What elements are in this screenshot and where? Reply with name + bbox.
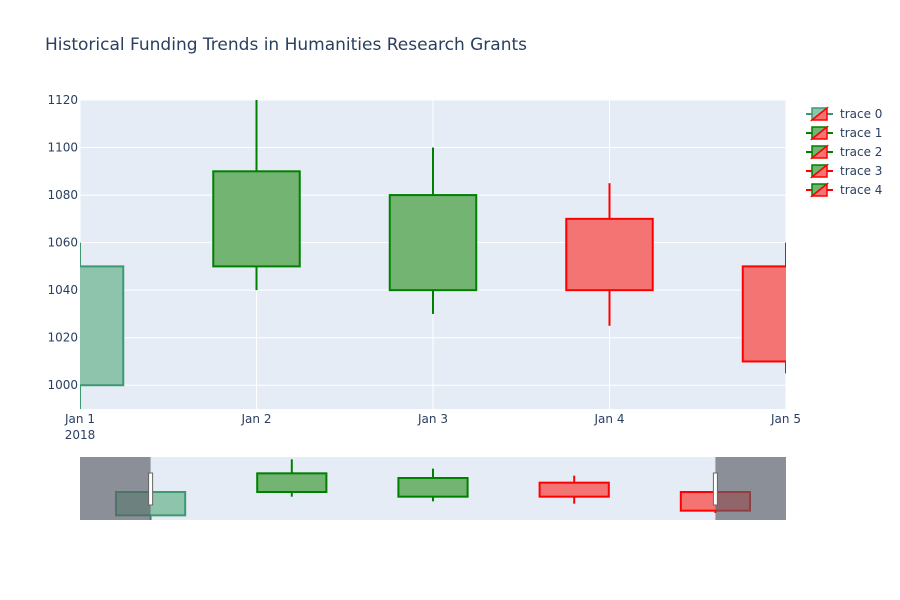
y-tick-label: 1080 [47,188,78,202]
candle-trace-3 [565,183,654,326]
legend-label: trace 2 [840,145,882,159]
x-tick-label: Jan 1 [64,412,95,426]
legend-decreasing-icon [809,125,828,140]
legend-decreasing-icon [809,182,828,197]
x-axis-ticks: Jan 1 2018 Jan 2 Jan 3 Jan 4 Jan 5 [64,412,801,442]
range-slider-handle-right[interactable] [712,472,718,506]
legend-decreasing-icon [809,106,828,121]
candle-trace-1 [212,100,301,291]
range-slider-mask-left [80,457,151,520]
range-slider-mask-right [715,457,786,520]
candle-trace-0 [80,242,125,409]
x-tick-sublabel: 2018 [65,428,96,442]
legend-item-trace-3[interactable]: trace 3 [806,163,882,179]
y-tick-label: 1020 [47,331,78,345]
candle-body [212,170,301,268]
y-tick-label: 1100 [47,141,78,155]
candle-body [741,265,786,363]
range-slider-candle-body [256,472,328,494]
range-slider-handle-left[interactable] [148,472,154,506]
x-tick-label: Jan 3 [417,412,448,426]
range-slider-candle-body [538,481,610,498]
candle-body [388,194,478,292]
y-axis-ticks: 1000 1020 1040 1060 1080 1100 1120 [47,93,78,392]
legend-item-trace-4[interactable]: trace 4 [806,182,882,198]
legend-item-trace-2[interactable]: trace 2 [806,144,882,160]
candle-trace-2 [388,147,478,314]
candle-body [565,217,654,292]
legend-decreasing-icon [809,163,828,178]
range-slider[interactable] [80,457,786,520]
legend-item-trace-0[interactable]: trace 0 [806,106,882,122]
y-tick-label: 1060 [47,236,78,250]
x-tick-label: Jan 4 [594,412,625,426]
candles [80,100,786,409]
legend-label: trace 4 [840,183,882,197]
legend-decreasing-icon [809,144,828,159]
y-tick-label: 1040 [47,283,78,297]
legend-label: trace 3 [840,164,882,178]
legend-label: trace 1 [840,126,882,140]
legend[interactable]: trace 0 trace 1 trace 2 trace 3 trace 4 [806,106,882,198]
y-tick-label: 1000 [47,378,78,392]
legend-item-trace-1[interactable]: trace 1 [806,125,882,141]
candle-trace-4 [741,242,786,374]
range-slider-candle-body [397,477,469,498]
x-tick-label: Jan 5 [770,412,801,426]
x-tick-label: Jan 2 [241,412,272,426]
candle-body [80,265,125,387]
chart-title: Historical Funding Trends in Humanities … [45,35,527,55]
legend-label: trace 0 [840,107,882,121]
y-tick-label: 1120 [47,93,78,107]
